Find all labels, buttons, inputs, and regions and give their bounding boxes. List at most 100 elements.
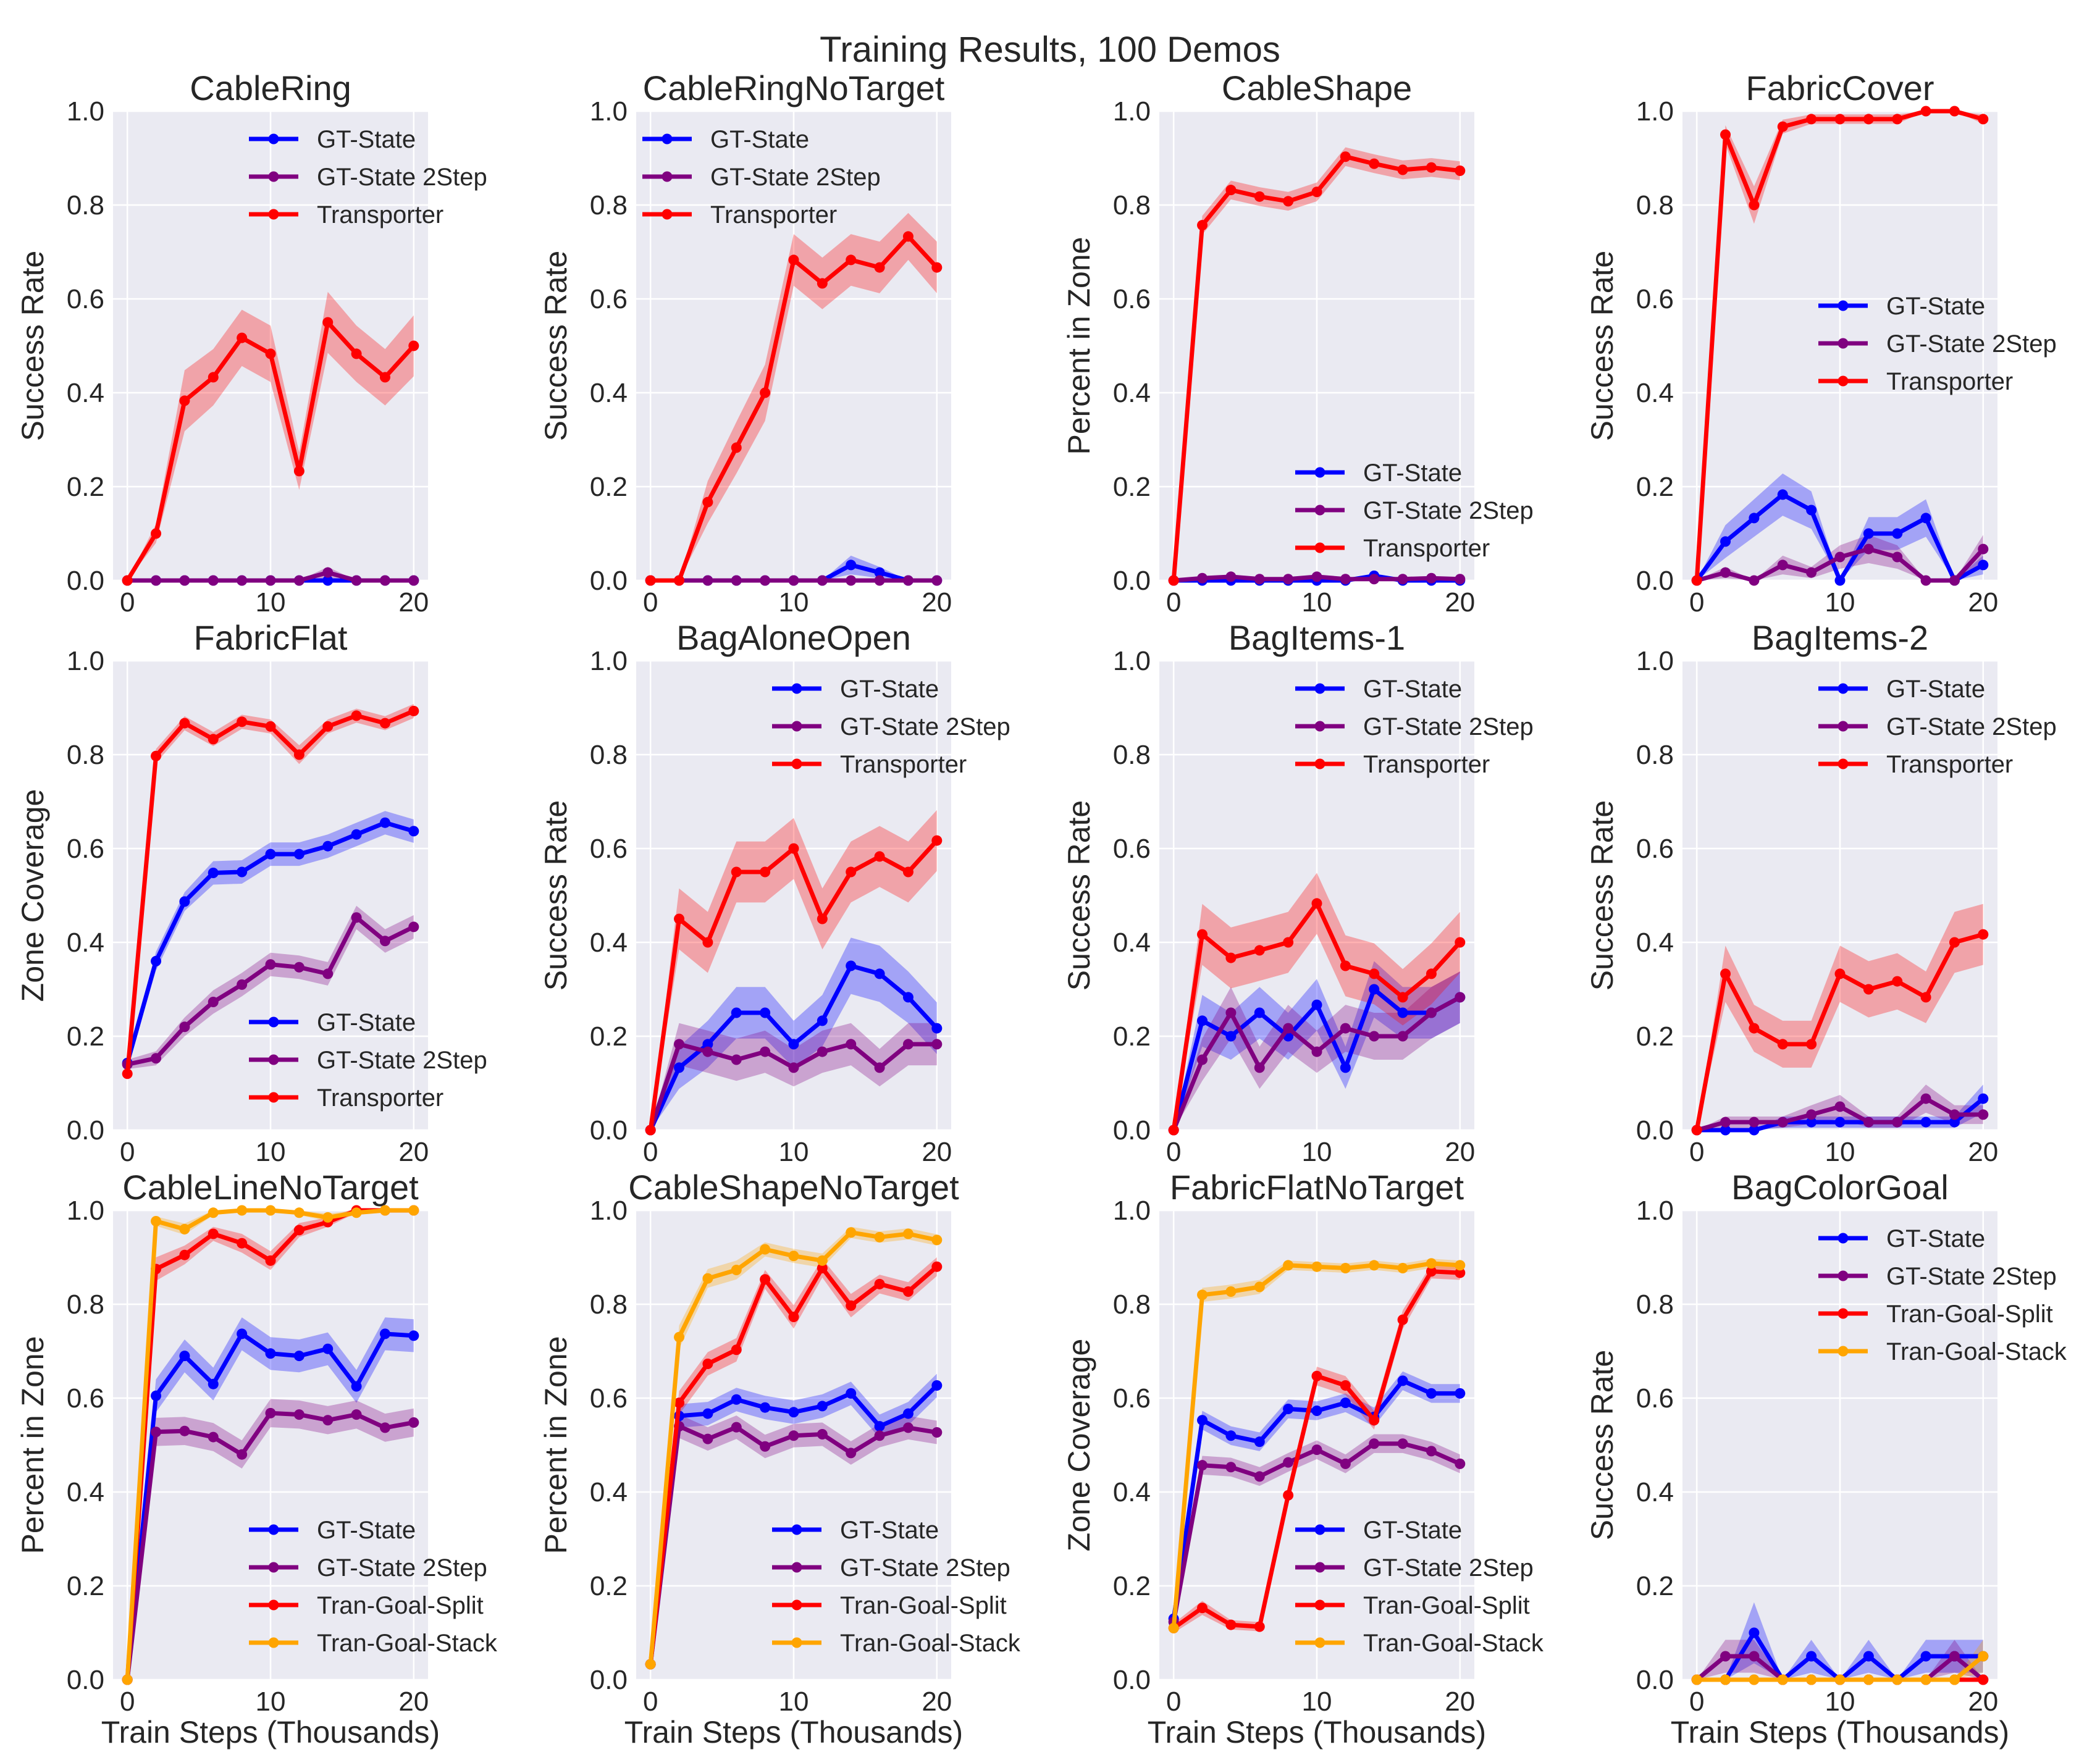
legend-label: GT-State xyxy=(1363,676,1462,703)
legend-marker xyxy=(1838,1308,1849,1319)
data-point-tran-goal-stack xyxy=(1720,1674,1731,1685)
data-point-gt-state xyxy=(1283,1403,1294,1414)
data-point-gt-state-2step xyxy=(1369,1031,1380,1042)
data-point-transporter xyxy=(265,348,276,359)
data-point-tran-goal-split xyxy=(1254,1621,1265,1632)
legend-label: GT-State 2Step xyxy=(1363,497,1534,524)
y-tick-label: 0.2 xyxy=(1113,1571,1151,1601)
data-point-gt-state xyxy=(846,1388,857,1399)
data-point-gt-state-2step xyxy=(237,575,248,586)
data-point-gt-state-2step xyxy=(1749,1117,1760,1128)
data-point-gt-state xyxy=(1920,1117,1931,1128)
data-point-gt-state-2step xyxy=(1834,1101,1846,1112)
data-point-transporter xyxy=(208,372,219,383)
data-point-tran-goal-stack xyxy=(1283,1260,1294,1271)
data-point-gt-state-2step xyxy=(1254,1062,1265,1073)
data-point-transporter xyxy=(1777,1039,1788,1050)
data-point-gt-state-2step xyxy=(293,962,304,973)
legend: GT-State GT-State 2Step Transporter xyxy=(1295,676,1534,778)
legend-marker xyxy=(1838,721,1849,732)
data-point-gt-state-2step xyxy=(1426,572,1437,584)
subplot-cablelinenotarget: 0.0 0.2 0.4 0.6 0.8 1.0 0 10 20 CableLineNoTarget… xyxy=(15,1168,498,1750)
data-point-gt-state-2step xyxy=(237,979,248,990)
y-tick-label: 0.2 xyxy=(1636,1571,1674,1601)
y-tick-label: 0.8 xyxy=(67,740,104,770)
y-tick-label: 0.8 xyxy=(1636,190,1674,220)
data-point-gt-state-2step xyxy=(265,1407,276,1418)
y-tick-label: 0.0 xyxy=(1113,1665,1151,1695)
data-point-tran-goal-split xyxy=(674,1398,685,1409)
data-point-transporter xyxy=(1369,158,1380,169)
data-point-transporter xyxy=(1777,121,1788,132)
data-point-transporter xyxy=(1283,937,1294,948)
subplot-cablering: 0.0 0.2 0.4 0.6 0.8 1.0 0 10 20 CableRing Success … xyxy=(15,69,487,618)
legend: GT-State GT-State 2Step Transporter xyxy=(249,1009,487,1112)
figure-title: Training Results, 100 Demos xyxy=(820,30,1280,70)
data-point-tran-goal-split xyxy=(817,1262,828,1273)
y-tick-label: 0.6 xyxy=(1636,1383,1674,1414)
data-point-gt-state-2step xyxy=(1978,1109,1989,1120)
legend-marker xyxy=(1838,683,1849,694)
x-tick-label: 10 xyxy=(1825,1687,1855,1717)
data-point-gt-state-2step xyxy=(179,1021,190,1033)
legend-marker xyxy=(1314,542,1325,553)
y-tick-label: 0.2 xyxy=(67,472,104,502)
data-point-gt-state-2step xyxy=(1340,1023,1351,1034)
data-point-tran-goal-stack xyxy=(1455,1260,1466,1271)
data-point-gt-state-2step xyxy=(1369,574,1380,585)
data-point-gt-state xyxy=(846,960,857,971)
data-point-tran-goal-stack xyxy=(1369,1260,1380,1271)
data-point-transporter xyxy=(1834,968,1846,979)
data-point-tran-goal-split xyxy=(1225,1619,1237,1630)
x-tick-label: 0 xyxy=(643,1137,658,1167)
data-point-gt-state-2step xyxy=(817,575,828,586)
data-point-gt-state xyxy=(1720,1125,1731,1136)
legend-label: GT-State 2Step xyxy=(317,164,487,191)
data-point-tran-goal-split xyxy=(1311,1370,1322,1381)
data-point-gt-state xyxy=(179,896,190,907)
data-point-gt-state xyxy=(1920,513,1931,524)
data-point-tran-goal-stack xyxy=(1834,1674,1846,1685)
y-tick-label: 0.8 xyxy=(1113,740,1151,770)
y-tick-label: 0.0 xyxy=(67,1115,104,1146)
y-tick-label: 0.4 xyxy=(590,378,628,408)
data-point-tran-goal-split xyxy=(702,1359,713,1370)
legend-label: GT-State xyxy=(840,676,939,703)
y-tick-label: 1.0 xyxy=(590,96,628,127)
y-tick-label: 0.0 xyxy=(1636,1665,1674,1695)
data-point-gt-state-2step xyxy=(1949,1109,1960,1120)
data-point-tran-goal-split xyxy=(902,1286,914,1297)
data-point-transporter xyxy=(1920,992,1931,1003)
y-tick-label: 0.0 xyxy=(590,566,628,596)
data-point-gt-state-2step xyxy=(1254,1471,1265,1482)
data-point-gt-state xyxy=(408,826,419,837)
data-point-gt-state xyxy=(1397,1007,1408,1018)
data-point-transporter xyxy=(1168,575,1179,586)
subplot-title: BagAloneOpen xyxy=(676,618,911,657)
data-point-gt-state xyxy=(1254,1436,1265,1448)
data-point-gt-state-2step xyxy=(1426,1007,1437,1018)
data-point-gt-state xyxy=(1806,505,1817,516)
legend-marker xyxy=(662,209,673,220)
data-point-gt-state xyxy=(931,1023,943,1034)
x-tick-label: 0 xyxy=(120,587,135,618)
legend-label: GT-State xyxy=(1886,293,1985,320)
legend-label: GT-State 2Step xyxy=(710,164,881,191)
data-point-tran-goal-stack xyxy=(931,1234,943,1246)
legend-marker xyxy=(1314,1637,1325,1648)
x-tick-label: 0 xyxy=(1166,1687,1181,1717)
x-tick-label: 0 xyxy=(120,1687,135,1717)
x-tick-label: 0 xyxy=(1689,587,1704,618)
data-point-gt-state-2step xyxy=(351,1409,362,1420)
data-point-transporter xyxy=(1197,220,1208,231)
legend-marker xyxy=(791,683,802,694)
data-point-gt-state xyxy=(1806,1651,1817,1662)
data-point-transporter xyxy=(817,913,828,924)
data-point-transporter xyxy=(1749,199,1760,211)
x-tick-label: 20 xyxy=(1968,587,1998,618)
data-point-gt-state-2step xyxy=(788,1062,799,1073)
data-point-transporter xyxy=(1806,114,1817,125)
data-point-transporter xyxy=(151,750,162,761)
subplot-fabricflatnotarget: 0.0 0.2 0.4 0.6 0.8 1.0 0 10 20 FabricFlatNoTarge… xyxy=(1062,1168,1544,1750)
data-point-gt-state xyxy=(1311,999,1322,1010)
